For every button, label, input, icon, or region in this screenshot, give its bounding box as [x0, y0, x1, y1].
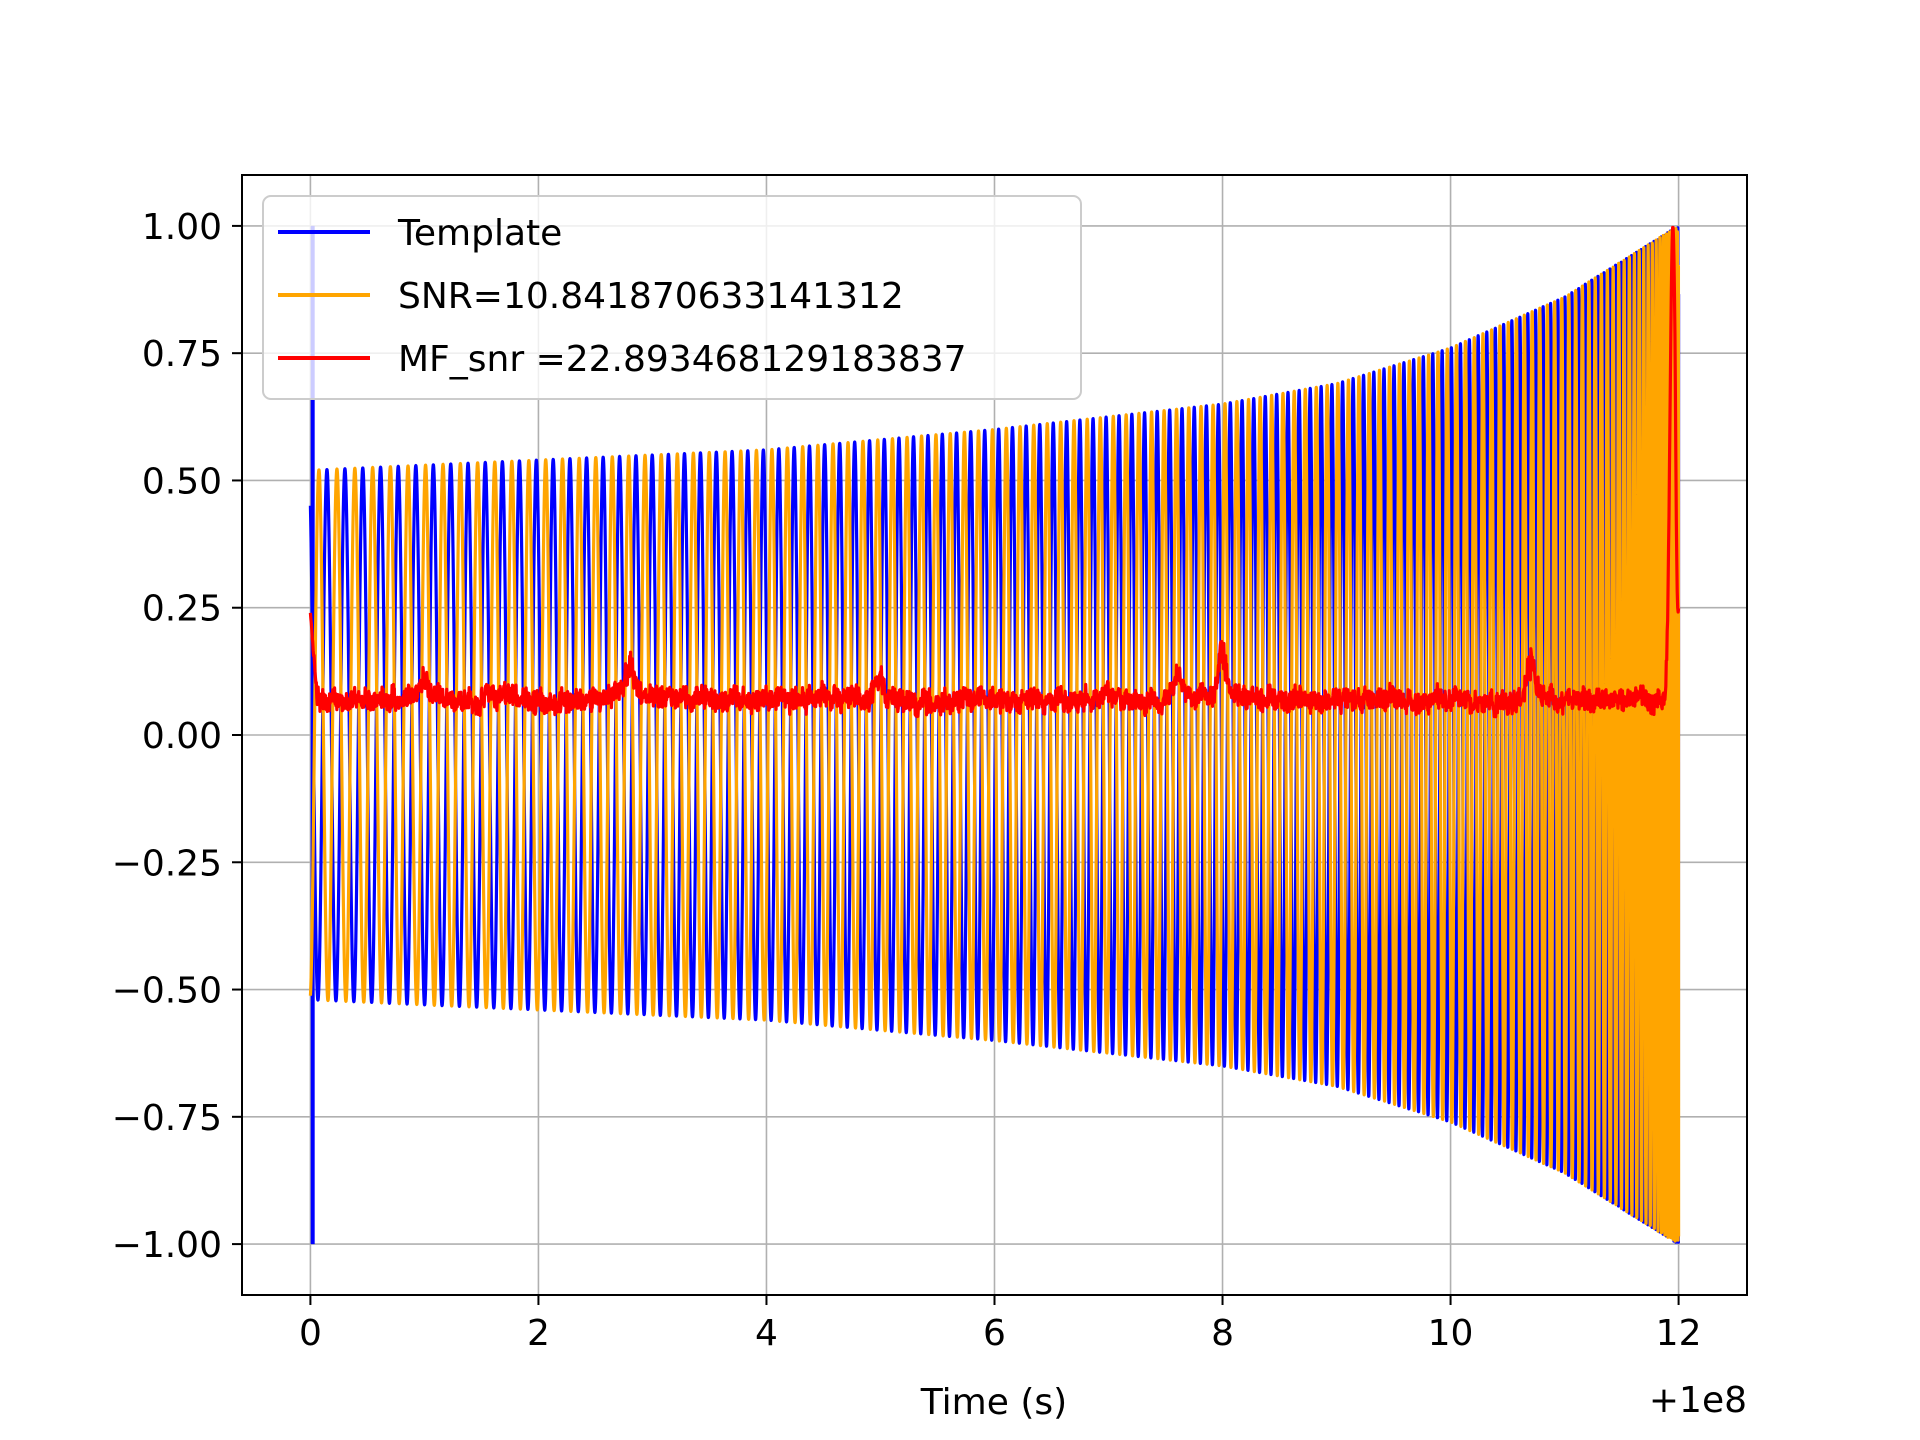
legend-label: SNR=10.841870633141312 [398, 276, 904, 317]
x-axis-offset-label: +1e8 [1649, 1380, 1747, 1421]
y-tick-label: 0.00 [142, 716, 222, 757]
y-tick-label: 1.00 [142, 207, 222, 248]
x-tick-label: 0 [299, 1313, 322, 1354]
x-tick-label: 12 [1656, 1313, 1702, 1354]
x-tick-label: 10 [1428, 1313, 1474, 1354]
axis-ticks: 0 2 4 6 8 10 12 1.00 0.75 0.50 0.25 0.00 −0.25 −0.50 −… [112, 207, 1702, 1354]
series-line [308, 226, 1681, 1243]
y-tick-label: −0.50 [112, 971, 222, 1012]
y-tick-label: −1.00 [112, 1225, 222, 1266]
y-tick-label: −0.25 [112, 843, 222, 884]
x-tick-label: 4 [755, 1313, 778, 1354]
series-line [308, 225, 1681, 719]
legend: Template SNR=10.841870633141312 MF_snr =22… [262, 195, 1082, 400]
legend-label: MF_snr =22.893468129183837 [398, 339, 967, 380]
legend-label: Template [397, 213, 562, 254]
series-line [308, 226, 1681, 1244]
y-tick-label: 0.25 [142, 589, 222, 630]
x-axis-label: Time (s) [920, 1382, 1067, 1423]
y-tick-label: 0.50 [142, 461, 222, 502]
x-tick-label: 2 [527, 1313, 550, 1354]
plot-series [308, 225, 1681, 1245]
legend-frame [262, 195, 1082, 400]
x-tick-label: 8 [1211, 1313, 1234, 1354]
y-tick-label: 0.75 [142, 334, 222, 375]
y-tick-label: −0.75 [112, 1098, 222, 1139]
x-tick-label: 6 [983, 1313, 1006, 1354]
